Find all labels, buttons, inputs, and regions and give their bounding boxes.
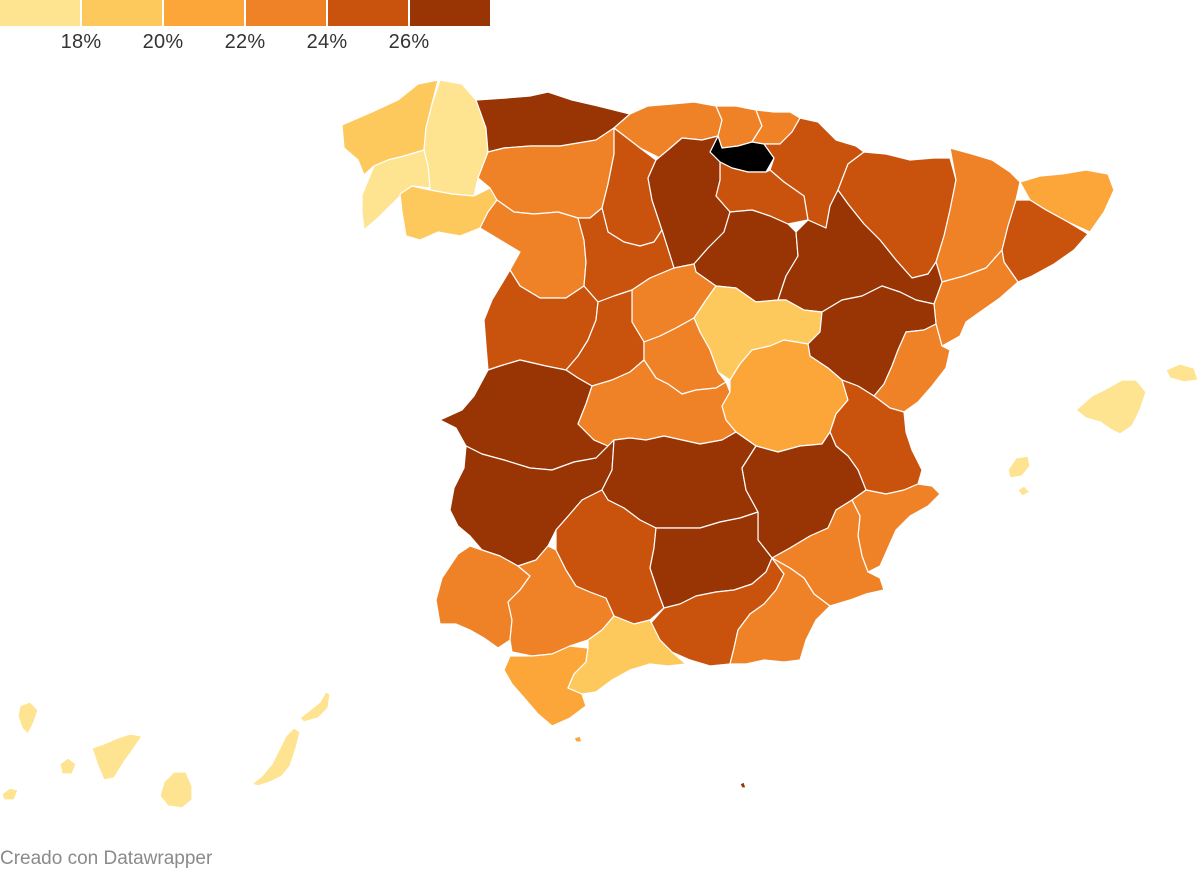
province-melilla[interactable]: Melilla <box>739 781 747 789</box>
legend-tick <box>244 26 246 32</box>
legend-label: 18% <box>60 31 102 53</box>
province-ourense[interactable]: Ourense <box>399 185 498 241</box>
legend-swatch-18-20 <box>82 0 162 26</box>
legend-swatch-below-18 <box>0 0 80 26</box>
legend-swatch-20-22 <box>164 0 244 26</box>
province-castellon[interactable]: Castellón <box>873 323 951 413</box>
legend-label: 22% <box>224 31 266 53</box>
legend-tick <box>162 26 164 32</box>
legend-swatch-22-24 <box>246 0 326 26</box>
color-legend: 18% 20% 22% 24% 26% <box>0 0 492 60</box>
legend-label: 24% <box>306 31 348 53</box>
province-ceuta[interactable]: Ceuta <box>573 735 583 743</box>
province-alicante[interactable]: Alicante <box>851 483 941 573</box>
province-almeria[interactable]: Almería <box>729 557 831 665</box>
credit-text: Creado con Datawrapper <box>0 848 213 869</box>
legend-swatch-above-26 <box>410 0 490 26</box>
province-illes-balears[interactable]: Illes Balears <box>1007 363 1199 497</box>
province-las-palmas[interactable]: Las Palmas <box>159 691 331 809</box>
legend-tick <box>408 26 410 32</box>
province-malaga[interactable]: Málaga <box>567 615 687 695</box>
legend-tick <box>80 26 82 32</box>
legend-swatch-24-26 <box>328 0 408 26</box>
legend-tick <box>326 26 328 32</box>
legend-label: 20% <box>142 31 184 53</box>
legend-label: 26% <box>388 31 430 53</box>
province-santa-cruz-de-tenerife[interactable]: Santa Cruz de Tenerife <box>1 701 143 801</box>
